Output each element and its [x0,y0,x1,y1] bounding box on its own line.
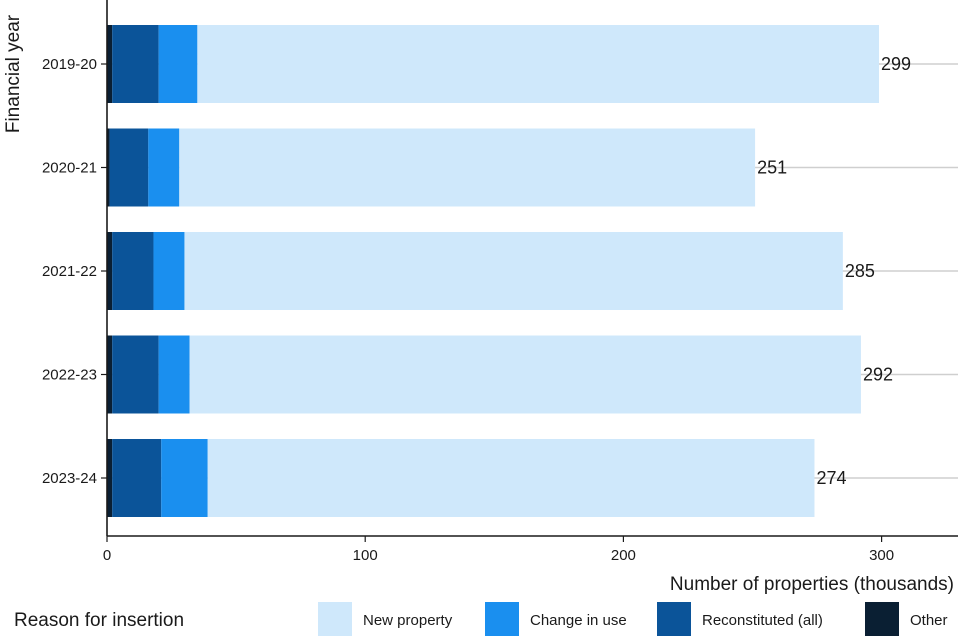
total-labels: 299 251 285 292 274 [757,54,911,488]
y-tick-label: 2020-21 [42,160,97,177]
bar-segment [107,232,113,310]
bar-segment [207,439,815,517]
legend-label: Other [910,612,948,629]
bar-segment [153,232,185,310]
bar-segment [107,335,113,414]
legend-label: New property [363,612,453,629]
x-axis-title: Number of properties (thousands) [670,574,954,595]
bar-segment [112,439,162,517]
bar-segment [189,335,861,414]
x-tick-label: 200 [611,547,636,564]
total-label: 274 [816,468,846,488]
y-tick-label: 2019-20 [42,56,97,73]
x-tick-label: 300 [869,547,894,564]
axes [106,0,958,537]
bar-segment [161,439,208,517]
legend-title: Reason for insertion [14,610,184,631]
legend: Reason for insertion New property Change … [14,602,948,636]
bar-segment [148,128,180,207]
y-tick-labels: 2019-20 2020-21 2021-22 2022-23 2023-24 [42,56,107,487]
bar-segment [112,232,154,310]
bar-segment [158,25,198,103]
bar-segment [112,25,159,103]
bar-segment [107,25,113,103]
x-tick-label: 100 [353,547,378,564]
legend-key [865,602,899,636]
bars [107,25,880,517]
y-tick-label: 2021-22 [42,263,97,280]
bar-segment [184,232,843,310]
y-axis-title: Financial year [3,14,24,133]
total-label: 292 [863,365,893,385]
y-tick-label: 2022-23 [42,367,97,384]
legend-label: Reconstituted (all) [702,612,823,629]
x-tick-label: 0 [103,547,111,564]
legend-key [318,602,352,636]
total-label: 299 [881,54,911,74]
bar-segment [107,128,110,207]
legend-items: New property Change in use Reconstituted (… [318,602,948,636]
bar-segment [179,128,756,207]
bar-segment [107,439,113,517]
total-label: 251 [757,158,787,178]
bar-segment [109,128,149,207]
total-label: 285 [845,261,875,281]
bar-segment [158,335,190,414]
y-tick-label: 2023-24 [42,470,97,487]
bar-segment [112,335,159,414]
x-ticks: 0 100 200 300 [103,536,894,564]
legend-key [485,602,519,636]
legend-label: Change in use [530,612,627,629]
bar-segment [197,25,880,103]
legend-key [657,602,691,636]
